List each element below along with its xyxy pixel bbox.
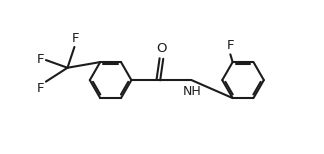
Text: F: F bbox=[37, 53, 44, 66]
Text: F: F bbox=[37, 82, 44, 95]
Text: F: F bbox=[226, 39, 234, 52]
Text: F: F bbox=[71, 32, 79, 45]
Text: NH: NH bbox=[182, 85, 201, 98]
Text: O: O bbox=[156, 43, 167, 55]
